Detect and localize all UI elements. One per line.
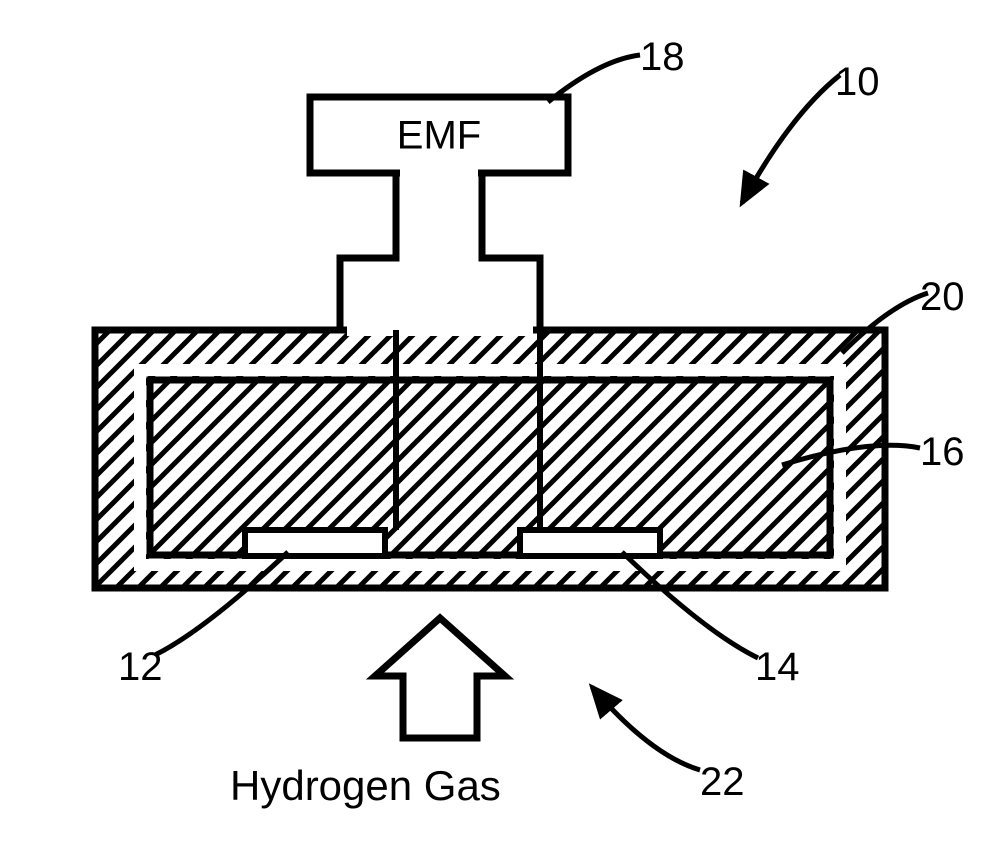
ref-22: 22 <box>700 760 745 804</box>
emf-box-label: EMF <box>397 114 481 158</box>
leader-10 <box>742 75 840 203</box>
ref-16: 16 <box>920 430 965 474</box>
ref-20: 20 <box>920 275 965 319</box>
gas-arrow <box>375 618 505 738</box>
ref-18: 18 <box>640 35 685 79</box>
electrode-left <box>245 530 385 556</box>
ref-12: 12 <box>118 645 163 689</box>
figure-canvas: EMF 18 10 20 16 14 12 22 Hydrogen Gas <box>0 0 1002 857</box>
caption-hydrogen-gas: Hydrogen Gas <box>230 762 501 809</box>
ref-10: 10 <box>835 60 880 104</box>
leader-22 <box>592 687 700 770</box>
electrode-right <box>520 530 660 556</box>
connector-body <box>340 173 540 330</box>
connector-pierce-mask <box>347 324 533 336</box>
emf-connector-join-mask <box>400 167 478 179</box>
ref-14: 14 <box>755 645 800 689</box>
